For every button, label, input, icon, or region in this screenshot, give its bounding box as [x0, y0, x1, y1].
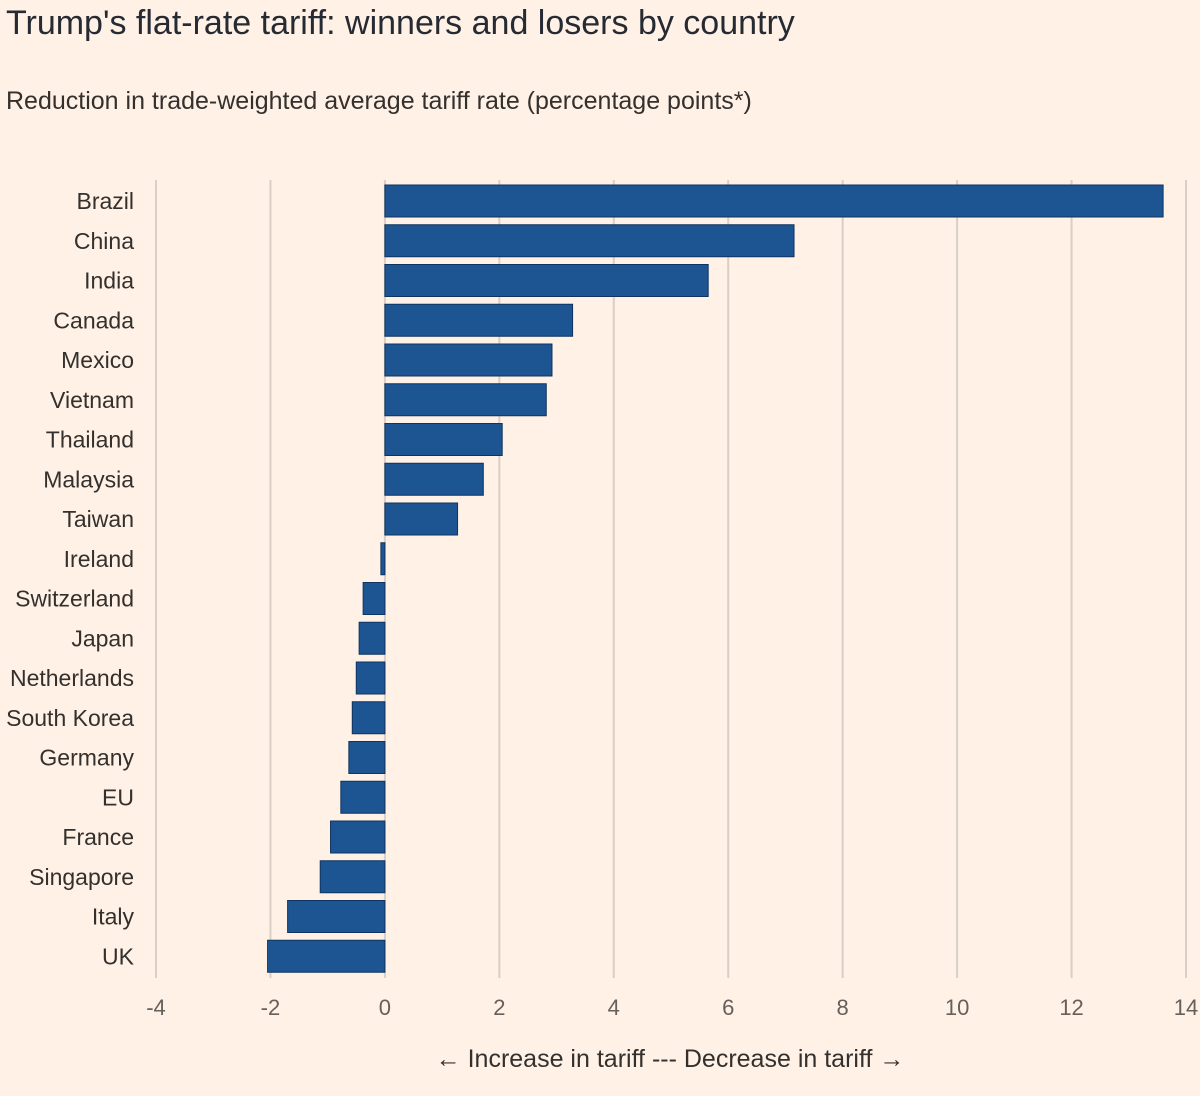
bar-china [384, 224, 795, 258]
bar-germany [348, 741, 386, 774]
bar-brazil [384, 184, 1164, 218]
category-label: UK [102, 943, 135, 969]
category-label: Taiwan [62, 506, 134, 532]
gridlines [155, 180, 1187, 978]
x-tick-label: 2 [493, 995, 505, 1020]
bar-vietnam [384, 383, 547, 417]
bar-india [384, 264, 709, 297]
bar-ireland [380, 542, 386, 576]
category-label: Canada [53, 307, 134, 333]
bar-uk [267, 939, 386, 973]
x-tick-label: 10 [945, 995, 969, 1020]
category-label: Japan [71, 625, 134, 651]
bar-south-korea [351, 701, 386, 735]
bar-singapore [319, 860, 386, 894]
bar-japan [358, 621, 386, 655]
chart-title: Trump's flat-rate tariff: winners and lo… [6, 4, 795, 42]
x-tick-label: 6 [722, 995, 734, 1020]
x-tick-label: 14 [1174, 995, 1198, 1020]
category-label: Italy [92, 904, 135, 930]
bar-switzerland [362, 582, 386, 615]
x-tick-label: 0 [379, 995, 391, 1020]
bar-mexico [384, 343, 553, 377]
x-tick-label: 12 [1059, 995, 1083, 1020]
bar-eu [340, 780, 386, 814]
bar-netherlands [355, 661, 386, 695]
bar-chart: Brazil China India Canada Mexico Vietnam Thail… [6, 180, 1198, 1020]
bar-malaysia [384, 462, 484, 496]
chart-subtitle: Reduction in trade-weighted average tari… [6, 87, 752, 115]
bar-thailand [384, 423, 503, 456]
category-label: EU [102, 784, 134, 810]
category-label: Switzerland [15, 586, 134, 612]
category-label: Ireland [64, 546, 134, 572]
category-label: Brazil [76, 188, 134, 214]
category-label: India [84, 268, 134, 294]
category-label: Singapore [29, 864, 134, 890]
category-label: France [62, 824, 134, 850]
x-axis-tick-labels: -4 -2 0 2 4 6 8 10 12 14 [146, 995, 1198, 1020]
category-label: China [74, 228, 134, 254]
category-label: South Korea [6, 705, 134, 731]
x-tick-label: 4 [608, 995, 620, 1020]
category-labels: Brazil China India Canada Mexico Vietnam Thail… [6, 188, 135, 969]
bar-france [330, 820, 386, 854]
bar-taiwan [384, 502, 459, 536]
x-tick-label: -2 [261, 995, 281, 1020]
category-label: Mexico [61, 347, 134, 373]
category-label: Germany [39, 745, 134, 771]
category-label: Vietnam [50, 387, 134, 413]
category-label: Netherlands [10, 665, 134, 691]
x-tick-label: -4 [146, 995, 166, 1020]
category-label: Thailand [46, 427, 134, 453]
bar-canada [384, 303, 574, 337]
x-tick-label: 8 [837, 995, 849, 1020]
bar-italy [287, 900, 386, 933]
x-axis-label: ← Increase in tariff --- Decrease in tar… [435, 1045, 905, 1073]
bars [267, 184, 1164, 973]
category-label: Malaysia [43, 466, 134, 492]
